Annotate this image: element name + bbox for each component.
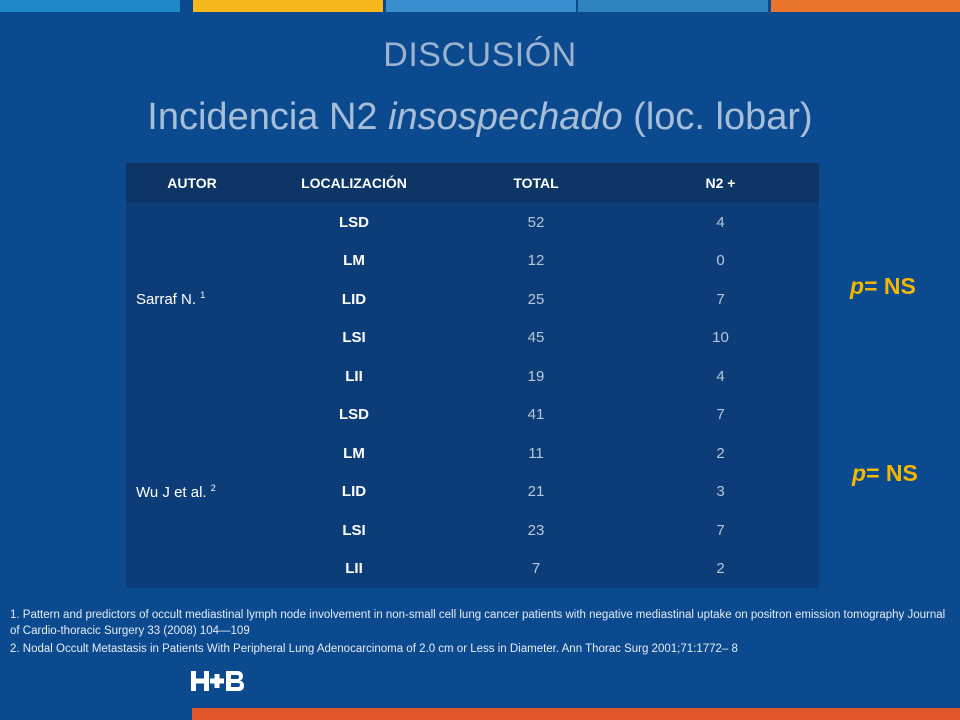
author-cell: Sarraf N. 1 [126, 203, 258, 396]
references: 1. Pattern and predictors of occult medi… [10, 607, 955, 657]
header-n2: N2 + [622, 163, 819, 203]
author-cell: Wu J et al. 2 [126, 395, 258, 588]
subtitle-part2: (loc. lobar) [622, 96, 813, 138]
total-cell: 41 [450, 395, 622, 434]
loc-cell: LSI [258, 511, 450, 550]
n2-cell: 0 [622, 241, 819, 280]
n2-cell: 2 [622, 549, 819, 588]
n2-cell: 2 [622, 434, 819, 473]
incidence-table: AUTOR LOCALIZACIÓN TOTAL N2 + Sarraf N. … [126, 163, 819, 588]
top-bar-segment-orange [771, 0, 960, 12]
loc-cell: LSD [258, 203, 450, 242]
reference-2: 2. Nodal Occult Metastasis in Patients W… [10, 643, 738, 655]
reference-1: 1. Pattern and predictors of occult medi… [10, 609, 946, 637]
n2-cell: 4 [622, 357, 819, 396]
table-row: LII 19 4 [126, 357, 819, 396]
top-bar-segment-yellow [193, 0, 383, 12]
loc-cell: LII [258, 549, 450, 588]
table-row: LID 21 3 [126, 472, 819, 511]
author-name: Wu J et al. [136, 483, 207, 501]
slide-subtitle: Incidencia N2 insospechado (loc. lobar) [0, 96, 960, 139]
header-total: TOTAL [450, 163, 622, 203]
loc-cell: LSI [258, 318, 450, 357]
table-row: LII 7 2 [126, 549, 819, 588]
table-row: LID 25 7 [126, 280, 819, 319]
subtitle-italic: insospechado [388, 96, 623, 138]
top-bar-segment-blue-2 [386, 0, 576, 12]
loc-cell: LII [258, 357, 450, 396]
total-cell: 21 [450, 472, 622, 511]
bottom-color-bar [192, 708, 960, 720]
table-row: Wu J et al. 2 LSD 41 7 [126, 395, 819, 588]
table-row: LM 11 2 [126, 434, 819, 473]
table-row: Sarraf N. 1 LSD 52 4 [126, 203, 819, 396]
total-cell: 23 [450, 511, 622, 550]
total-cell: 7 [450, 549, 622, 588]
header-autor: AUTOR [126, 163, 258, 203]
logo-graphic [191, 671, 245, 692]
n2-cell: 10 [622, 318, 819, 357]
hospital-logo [190, 670, 248, 692]
pvalue-p: p [852, 460, 867, 486]
total-cell: 12 [450, 241, 622, 280]
pvalue-p: p [850, 273, 865, 299]
loc-cell: LID [258, 472, 450, 511]
author-ref: 1 [200, 290, 206, 301]
subtitle-part1: Incidencia N2 [147, 96, 389, 138]
pvalue-sarraf: p= NS [850, 273, 916, 300]
n2-cell: 4 [622, 203, 819, 242]
slide-title: DISCUSIÓN [383, 36, 577, 74]
n2-cell: 3 [622, 472, 819, 511]
table-row: LM 12 0 [126, 241, 819, 280]
total-cell: 25 [450, 280, 622, 319]
n2-cell: 7 [622, 280, 819, 319]
author-ref: 2 [210, 482, 216, 493]
total-cell: 19 [450, 357, 622, 396]
loc-cell: LSD [258, 395, 450, 434]
top-bar-segment-blue-3 [578, 0, 768, 12]
table-header-row: AUTOR LOCALIZACIÓN TOTAL N2 + [126, 163, 819, 203]
n2-cell: 7 [622, 395, 819, 434]
total-cell: 45 [450, 318, 622, 357]
loc-cell: LID [258, 280, 450, 319]
n2-cell: 7 [622, 511, 819, 550]
top-color-bar [0, 0, 960, 12]
top-bar-segment-blue [0, 0, 180, 12]
table-row: LSI 45 10 [126, 318, 819, 357]
loc-cell: LM [258, 241, 450, 280]
total-cell: 11 [450, 434, 622, 473]
pvalue-wu: p= NS [852, 460, 918, 487]
pvalue-rest: = NS [864, 273, 916, 299]
pvalue-rest: = NS [866, 460, 918, 486]
loc-cell: LM [258, 434, 450, 473]
header-localizacion: LOCALIZACIÓN [258, 163, 450, 203]
table-row: LSI 23 7 [126, 511, 819, 550]
total-cell: 52 [450, 203, 622, 242]
author-name: Sarraf N. [136, 291, 197, 309]
